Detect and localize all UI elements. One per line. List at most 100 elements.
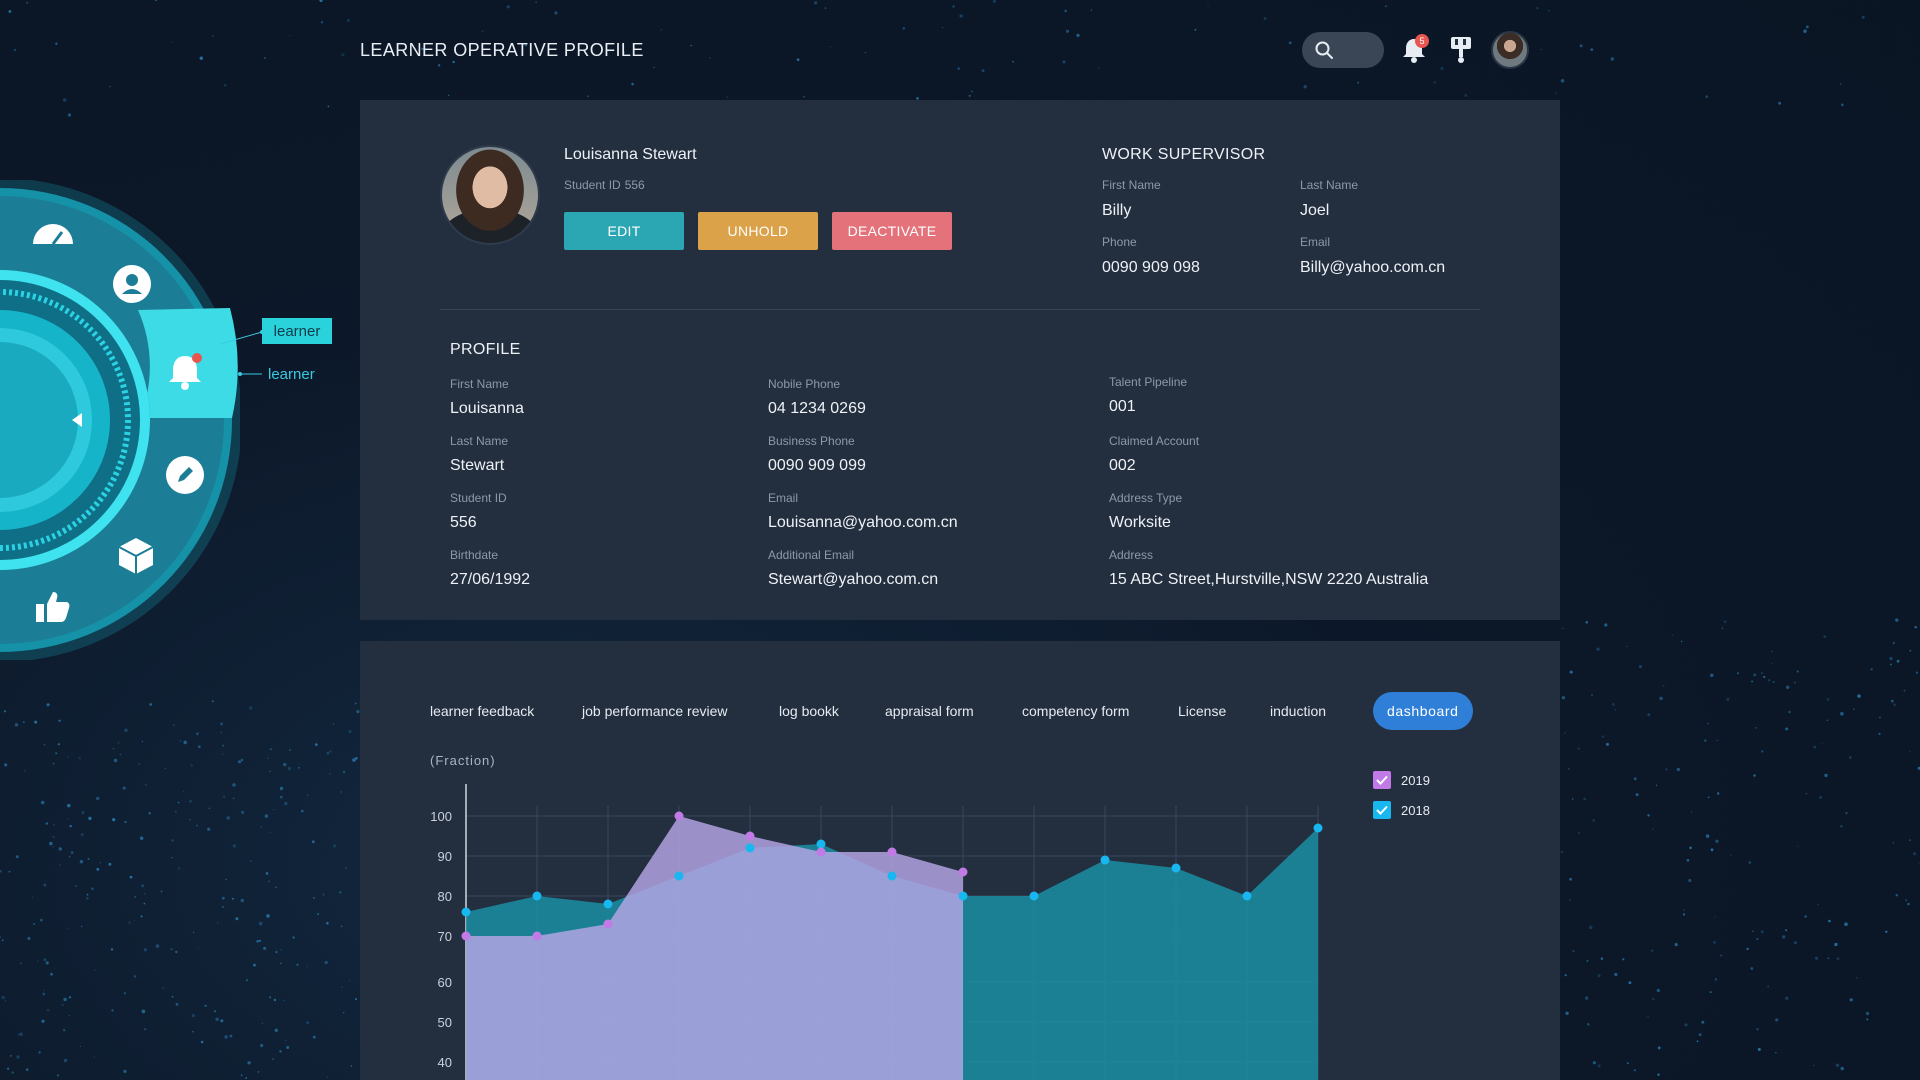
data-point-2018 — [532, 891, 542, 901]
y-tick-label: 50 — [438, 1015, 452, 1030]
user-avatar[interactable] — [1491, 31, 1529, 69]
unhold-button[interactable]: UNHOLD — [698, 212, 818, 250]
learner-callout-label[interactable]: learner — [262, 318, 332, 344]
collapse-arrow-icon[interactable] — [72, 413, 82, 427]
particle-dot — [221, 905, 225, 909]
particle-dot — [322, 893, 325, 896]
particle-dot — [111, 1009, 114, 1012]
deactivate-button[interactable]: DEACTIVATE — [832, 212, 952, 250]
particle-dot — [190, 764, 193, 767]
particle-dot — [198, 745, 201, 749]
particle-dot — [1647, 713, 1651, 717]
particle-dot — [1836, 957, 1840, 961]
tab-job-performance-review[interactable]: job performance review — [582, 703, 728, 719]
particle-dot — [177, 867, 181, 870]
bell-icon[interactable] — [169, 353, 202, 390]
particle-dot — [1577, 747, 1580, 750]
profile-field-value: 556 — [450, 514, 477, 531]
tab-log-book[interactable]: log bookk — [779, 703, 839, 719]
thumbs-up-icon[interactable] — [36, 592, 70, 622]
particle-dot — [1384, 5, 1387, 8]
tab-dashboard[interactable]: dashboard — [1373, 692, 1473, 730]
cube-icon[interactable] — [118, 538, 154, 574]
dashboard-gauge-icon[interactable] — [33, 224, 73, 245]
edit-button[interactable]: EDIT — [564, 212, 684, 250]
particle-dot — [1548, 10, 1550, 12]
particle-dot — [268, 880, 270, 883]
tab-learner-feedback[interactable]: learner feedback — [430, 703, 535, 719]
particle-dot — [208, 807, 211, 809]
particle-dot — [481, 30, 484, 33]
particle-dot — [1583, 797, 1586, 801]
particle-dot — [192, 1030, 194, 1033]
tab-induction[interactable]: induction — [1270, 703, 1327, 719]
particle-dot — [1767, 985, 1769, 988]
particle-dot — [117, 741, 120, 744]
particle-dot — [1761, 750, 1764, 753]
particle-dot — [1895, 618, 1899, 622]
particle-dot — [55, 42, 58, 45]
particle-dot — [68, 996, 72, 999]
data-point-2019 — [887, 847, 897, 857]
legend-item-2019[interactable]: 2019 — [1373, 771, 1430, 789]
data-point-2018 — [1313, 823, 1323, 833]
particle-dot — [11, 1071, 14, 1074]
particle-dot — [274, 1028, 278, 1033]
particle-dot — [23, 769, 26, 772]
particle-dot — [1889, 656, 1893, 661]
particle-dot — [288, 749, 291, 752]
particle-dot — [829, 46, 832, 48]
edit-pencil-icon[interactable] — [166, 456, 204, 494]
search-input[interactable] — [1302, 32, 1384, 68]
checkbox-icon[interactable] — [1373, 801, 1391, 819]
particle-dot — [1815, 956, 1818, 960]
legend-item-2018[interactable]: 2018 — [1373, 801, 1430, 819]
particle-dot — [112, 818, 116, 822]
particle-dot — [1655, 784, 1658, 786]
theme-brush-button[interactable] — [1444, 32, 1478, 68]
profile-section-title: PROFILE — [450, 341, 521, 358]
particle-dot — [297, 766, 300, 769]
notifications-button[interactable]: 5 — [1397, 32, 1431, 68]
particle-dot — [220, 722, 224, 726]
tab-license[interactable]: License — [1178, 703, 1227, 719]
learner-callout-label-secondary[interactable]: learner — [268, 366, 315, 383]
particle-dot — [1633, 777, 1637, 781]
particle-dot — [222, 744, 225, 747]
particle-dot — [204, 1004, 207, 1007]
particle-dot — [1896, 659, 1900, 663]
user-icon[interactable] — [113, 265, 151, 303]
particle-dot — [959, 14, 963, 18]
particle-dot — [123, 992, 126, 995]
particle-dot — [1651, 997, 1655, 1001]
supervisor-email-label: Email — [1300, 235, 1331, 249]
particle-dot — [1674, 943, 1678, 947]
particle-dot — [196, 824, 198, 827]
particle-dot — [328, 772, 331, 775]
particle-dot — [263, 946, 267, 950]
particle-dot — [0, 869, 2, 873]
tab-competency-form[interactable]: competency form — [1022, 703, 1130, 719]
particle-dot — [452, 60, 455, 64]
particle-dot — [1536, 7, 1539, 10]
particle-dot — [286, 1046, 290, 1049]
particle-dot — [52, 836, 55, 838]
particle-dot — [232, 844, 237, 848]
particle-dot — [1785, 727, 1789, 731]
particle-dot — [1857, 694, 1861, 698]
particle-dot — [108, 862, 112, 866]
particle-dot — [229, 1034, 233, 1038]
particle-dot — [226, 816, 230, 820]
particle-dot — [287, 766, 291, 771]
particle-dot — [1771, 650, 1773, 653]
particle-dot — [1710, 848, 1714, 852]
checkbox-icon[interactable] — [1373, 771, 1391, 789]
particle-dot — [1714, 916, 1716, 918]
particle-dot — [269, 770, 271, 772]
particle-dot — [237, 760, 242, 764]
particle-dot — [1589, 925, 1593, 930]
particle-dot — [1870, 668, 1873, 671]
particle-dot — [326, 1076, 329, 1078]
particle-dot — [192, 931, 195, 934]
tab-appraisal-form[interactable]: appraisal form — [885, 703, 974, 719]
